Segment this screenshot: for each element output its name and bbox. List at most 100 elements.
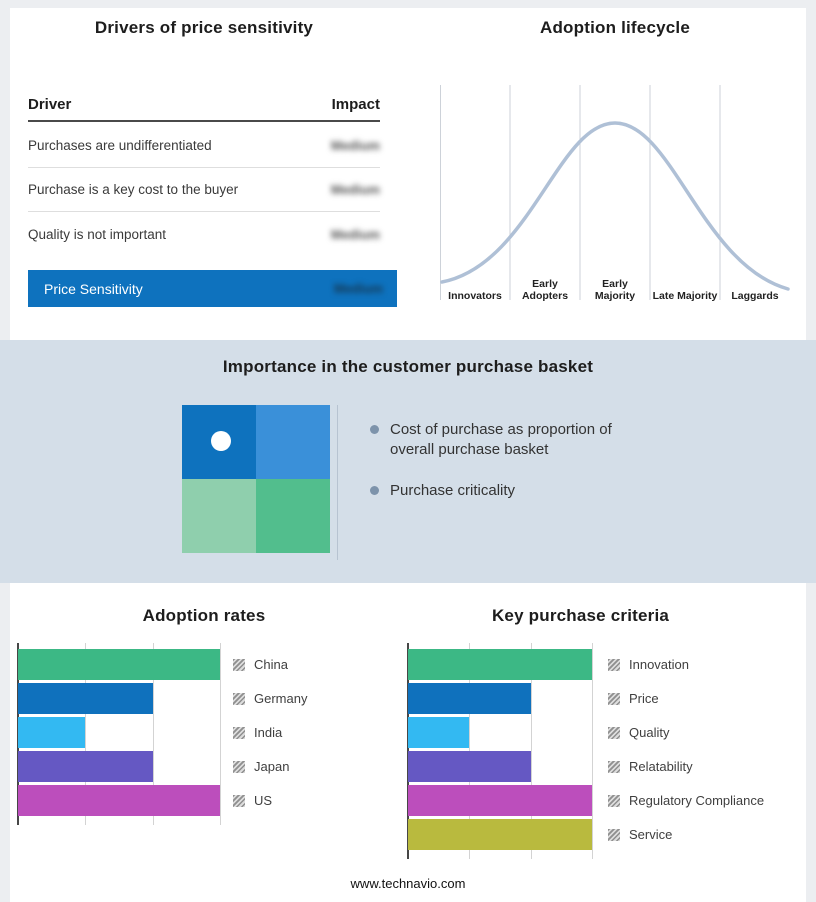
legend-label: US xyxy=(254,793,273,808)
legend-item: Innovation xyxy=(608,649,764,680)
summary-impact-value: Medium xyxy=(333,281,383,296)
legend-label: Quality xyxy=(629,725,670,740)
legend-item: Germany xyxy=(233,683,307,714)
impact-value: Medium xyxy=(330,182,380,197)
bar-row xyxy=(408,717,592,748)
quadrant-cell-top-right xyxy=(256,405,330,479)
adoption-rates-bar-chart xyxy=(17,643,221,825)
legend-label: Service xyxy=(629,827,673,842)
quadrant-cell-bottom-right xyxy=(256,479,330,553)
bullet-text: Purchase criticality xyxy=(390,482,516,499)
impact-value: Medium xyxy=(330,226,380,242)
driver-label: Purchase is a key cost to the buyer xyxy=(28,182,239,197)
legend-label: Regulatory Compliance xyxy=(629,793,765,808)
bullet-icon xyxy=(370,486,379,495)
legend-swatch-icon xyxy=(233,726,245,739)
legend-swatch-icon xyxy=(233,658,245,671)
quadrant-cell-bottom-left xyxy=(182,479,256,553)
legend-item: Quality xyxy=(608,717,764,748)
gridline xyxy=(530,643,532,859)
stage-label: Innovators xyxy=(448,289,502,302)
legend-label: Relatability xyxy=(629,759,693,774)
legend-item: China xyxy=(233,649,307,680)
legend-swatch-icon xyxy=(608,760,620,773)
bar-innovation xyxy=(408,649,592,680)
bar-regulatory-compliance xyxy=(408,785,592,816)
legend-label: Innovation xyxy=(629,657,689,672)
drivers-table-header: Driver Impact xyxy=(28,96,380,122)
bullet-text: Cost of purchase as proportion of overal… xyxy=(390,421,612,459)
bar-row xyxy=(408,785,592,816)
legend-label: China xyxy=(254,657,288,672)
bar-germany xyxy=(18,683,153,714)
legend-item: India xyxy=(233,717,307,748)
impact-value: Medium xyxy=(330,138,380,153)
legend-item: Regulatory Compliance xyxy=(608,785,764,816)
bar-price xyxy=(408,683,531,714)
bar-relatability xyxy=(408,751,531,782)
gridline xyxy=(152,643,154,825)
legend-swatch-icon xyxy=(233,794,245,807)
price-sensitivity-summary-row: Price Sensitivity Medium xyxy=(28,270,397,307)
bullet-icon xyxy=(370,425,379,434)
gridline xyxy=(220,643,221,825)
key-purchase-criteria-title: Key purchase criteria xyxy=(491,606,670,625)
bar-row xyxy=(408,819,592,850)
bar-japan xyxy=(18,751,153,782)
adoption-rates-title: Adoption rates xyxy=(142,606,266,625)
position-marker-dot xyxy=(211,431,231,451)
driver-label: Quality is not important xyxy=(28,226,167,242)
footer-url: www.technavio.com xyxy=(350,876,466,891)
legend-label: India xyxy=(254,725,283,740)
legend-swatch-icon xyxy=(608,726,620,739)
bar-row xyxy=(408,751,592,782)
legend-swatch-icon xyxy=(608,828,620,841)
legend-swatch-icon xyxy=(233,692,245,705)
bell-curve xyxy=(440,121,790,291)
bar-row xyxy=(18,785,220,816)
adoption-rates-legend: China Germany India Japan US xyxy=(233,649,307,819)
legend-item: Service xyxy=(608,819,764,850)
stage-label: Early Majority xyxy=(594,277,636,302)
list-item: Cost of purchase as proportion of overal… xyxy=(370,420,655,461)
key-purchase-criteria-legend: Innovation Price Quality Relatability Regula… xyxy=(608,649,764,853)
lifecycle-title: Adoption lifecycle xyxy=(539,18,690,37)
summary-label: Price Sensitivity xyxy=(44,280,143,297)
table-row: Purchases are undifferentiated Medium xyxy=(28,124,380,168)
table-row: Quality is not important Medium xyxy=(28,212,380,256)
legend-swatch-icon xyxy=(608,794,620,807)
drivers-title: Drivers of price sensitivity xyxy=(94,18,314,37)
bar-row xyxy=(18,751,220,782)
stage-label: Early Adopters xyxy=(521,277,569,302)
purchase-basket-quadrant xyxy=(182,405,330,553)
bar-us xyxy=(18,785,220,816)
legend-label: Japan xyxy=(254,759,290,774)
basket-title: Importance in the customer purchase bask… xyxy=(222,357,594,376)
driver-label: Purchases are undifferentiated xyxy=(28,138,212,153)
bar-china xyxy=(18,649,220,680)
col-driver: Driver xyxy=(28,96,72,113)
gridline xyxy=(592,643,593,859)
legend-swatch-icon xyxy=(608,692,620,705)
bar-row xyxy=(408,683,592,714)
gridline xyxy=(85,643,87,825)
quadrant-axis-line xyxy=(337,405,338,560)
stage-label: Laggards xyxy=(731,289,779,302)
bar-row xyxy=(18,649,220,680)
legend-item: Japan xyxy=(233,751,307,782)
bar-service xyxy=(408,819,592,850)
key-purchase-criteria-bar-chart xyxy=(407,643,593,859)
legend-item: US xyxy=(233,785,307,816)
legend-swatch-icon xyxy=(233,760,245,773)
bar-row xyxy=(18,683,220,714)
bar-quality xyxy=(408,717,470,748)
bar-row xyxy=(18,717,220,748)
legend-swatch-icon xyxy=(608,658,620,671)
legend-label: Germany xyxy=(254,691,308,706)
bar-india xyxy=(18,717,86,748)
table-row: Purchase is a key cost to the buyer Medi… xyxy=(28,168,380,212)
lifecycle-stage-labels: Innovators Early Adopters Early Majority… xyxy=(440,270,790,302)
stage-label: Late Majority xyxy=(652,289,718,302)
purchase-basket-band xyxy=(0,340,816,583)
